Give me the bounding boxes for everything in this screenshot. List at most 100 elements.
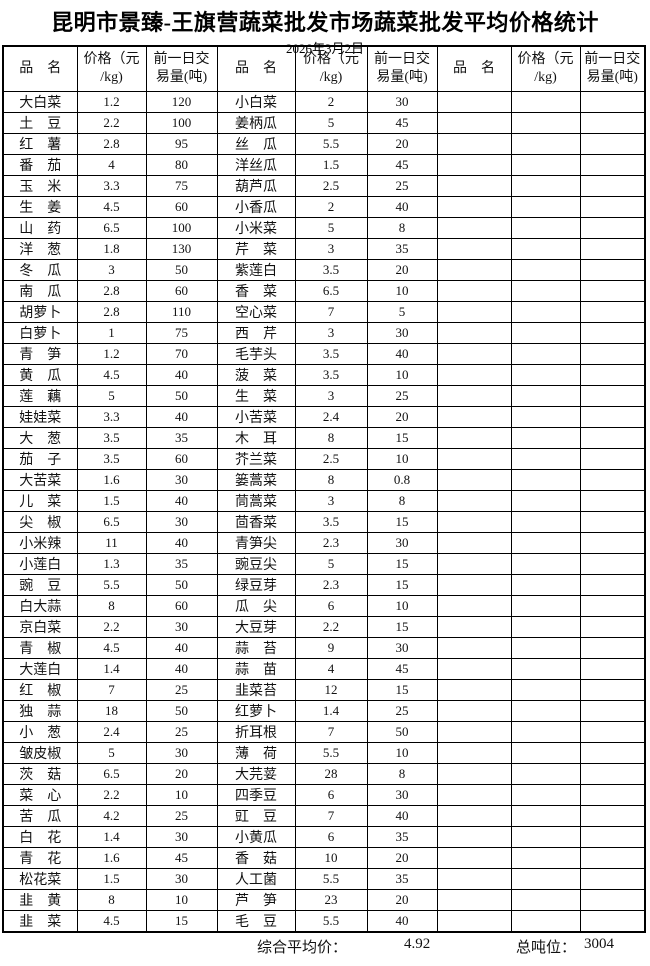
product-name-cell: 京白菜	[2, 616, 78, 638]
price-cell: 18	[76, 700, 147, 722]
table-body: 大白菜 1.2 120 小白菜 2 30 土 豆 2.2 100 姜柄瓜 5 45 红 薯 2.8 95 丝 …	[2, 91, 646, 933]
product-name-cell	[436, 616, 512, 638]
price-cell: 7	[294, 301, 368, 323]
price-cell	[510, 826, 581, 848]
product-name-cell: 大莲白	[2, 658, 78, 680]
product-name-cell	[436, 322, 512, 344]
page-title: 昆明市景臻-王旗营蔬菜批发市场蔬菜批发平均价格统计	[51, 10, 599, 35]
price-cell: 4.5	[76, 196, 147, 218]
volume-cell	[579, 805, 646, 827]
product-name-cell: 瓜 尖	[216, 595, 296, 617]
header-product-name: 品 名	[216, 45, 296, 92]
volume-cell: 10	[366, 448, 438, 470]
price-cell: 2.3	[294, 532, 368, 554]
price-cell: 5	[76, 742, 147, 764]
product-name-cell: 番 茄	[2, 154, 78, 176]
price-cell: 3	[294, 490, 368, 512]
product-name-cell: 葫芦瓜	[216, 175, 296, 197]
volume-cell: 30	[366, 532, 438, 554]
volume-cell: 110	[145, 301, 218, 323]
volume-cell	[579, 700, 646, 722]
volume-cell: 15	[366, 427, 438, 449]
price-cell: 5	[294, 112, 368, 134]
volume-cell: 15	[366, 679, 438, 701]
product-name-cell: 玉 米	[2, 175, 78, 197]
volume-cell	[579, 133, 646, 155]
product-name-cell: 四季豆	[216, 784, 296, 806]
product-name-cell	[436, 217, 512, 239]
volume-cell	[579, 91, 646, 113]
product-name-cell: 小黄瓜	[216, 826, 296, 848]
volume-cell: 70	[145, 343, 218, 365]
volume-cell: 50	[145, 700, 218, 722]
product-name-cell	[436, 889, 512, 911]
volume-cell: 20	[366, 889, 438, 911]
product-name-cell: 芹 菜	[216, 238, 296, 260]
volume-cell: 35	[145, 427, 218, 449]
product-name-cell: 青 花	[2, 847, 78, 869]
product-name-cell: 大芫荽	[216, 763, 296, 785]
volume-cell: 45	[145, 847, 218, 869]
product-name-cell: 毛 豆	[216, 910, 296, 933]
table-row: 小 葱 2.4 25 折耳根 7 50	[2, 721, 646, 743]
volume-cell	[579, 490, 646, 512]
table-row: 儿 菜 1.5 40 茼蒿菜 3 8	[2, 490, 646, 512]
product-name-cell	[436, 175, 512, 197]
volume-cell: 75	[145, 175, 218, 197]
product-name-cell: 皱皮椒	[2, 742, 78, 764]
product-name-cell: 姜柄瓜	[216, 112, 296, 134]
price-cell: 6.5	[76, 511, 147, 533]
product-name-cell: 青 笋	[2, 343, 78, 365]
price-cell: 10	[294, 847, 368, 869]
price-cell: 2.2	[76, 616, 147, 638]
header-price: 价格（元 /kg)	[294, 45, 368, 92]
volume-cell: 10	[145, 784, 218, 806]
price-cell	[510, 847, 581, 869]
product-name-cell: 小苦菜	[216, 406, 296, 428]
price-cell	[510, 406, 581, 428]
price-cell	[510, 259, 581, 281]
price-cell: 4.5	[76, 910, 147, 933]
volume-cell: 8	[366, 490, 438, 512]
product-name-cell: 儿 菜	[2, 490, 78, 512]
table-row: 小莲白 1.3 35 豌豆尖 5 15	[2, 553, 646, 575]
product-name-cell: 蒜 苔	[216, 637, 296, 659]
price-cell: 5	[294, 553, 368, 575]
table-row: 玉 米 3.3 75 葫芦瓜 2.5 25	[2, 175, 646, 197]
volume-cell	[579, 889, 646, 911]
volume-cell	[579, 763, 646, 785]
volume-cell	[579, 112, 646, 134]
price-cell	[510, 595, 581, 617]
product-name-cell	[436, 238, 512, 260]
table-header-row: 品 名 价格（元 /kg) 前一日交 易量(吨) 品 名 价格（元 /kg) 前…	[2, 45, 646, 92]
volume-cell: 40	[366, 196, 438, 218]
product-name-cell: 毛芋头	[216, 343, 296, 365]
volume-cell	[579, 637, 646, 659]
price-cell	[510, 721, 581, 743]
product-name-cell: 茄 子	[2, 448, 78, 470]
table-row: 白 花 1.4 30 小黄瓜 6 35	[2, 826, 646, 848]
volume-cell: 60	[145, 280, 218, 302]
price-cell: 2.4	[76, 721, 147, 743]
price-cell: 3.5	[294, 343, 368, 365]
product-name-cell: 芥兰菜	[216, 448, 296, 470]
price-cell	[510, 511, 581, 533]
product-name-cell	[436, 553, 512, 575]
volume-cell: 45	[366, 658, 438, 680]
price-cell: 4.2	[76, 805, 147, 827]
product-name-cell: 韭 菜	[2, 910, 78, 933]
price-cell	[510, 343, 581, 365]
volume-cell: 30	[145, 469, 218, 491]
volume-cell: 10	[366, 595, 438, 617]
product-name-cell	[436, 511, 512, 533]
price-cell: 1.6	[76, 469, 147, 491]
table-row: 韭 菜 4.5 15 毛 豆 5.5 40	[2, 910, 646, 933]
product-name-cell: 小莲白	[2, 553, 78, 575]
product-name-cell: 芦 笋	[216, 889, 296, 911]
product-name-cell	[436, 112, 512, 134]
volume-cell	[579, 448, 646, 470]
product-name-cell: 红 椒	[2, 679, 78, 701]
price-cell: 3.3	[76, 175, 147, 197]
product-name-cell: 土 豆	[2, 112, 78, 134]
volume-cell: 8	[366, 763, 438, 785]
